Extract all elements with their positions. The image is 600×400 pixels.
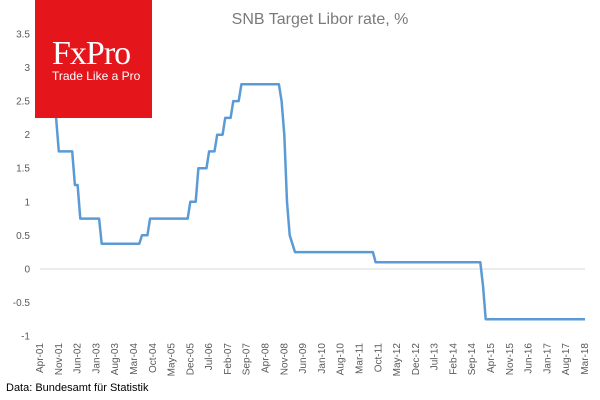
x-tick-label: Dec-12 [411, 343, 422, 376]
x-tick-label: Jul-06 [204, 343, 215, 371]
x-tick-label: Jun-09 [298, 343, 309, 374]
series-line [39, 50, 585, 321]
y-tick-label: -1 [21, 332, 30, 343]
x-tick-label: Feb-07 [223, 343, 234, 375]
y-tick-label: 1.5 [16, 164, 30, 175]
source-note: Data: Bundesamt für Statistik [6, 382, 149, 394]
y-tick-label: 0.5 [16, 231, 30, 242]
y-tick-label: 3.5 [16, 30, 30, 41]
x-tick-label: Jan-03 [91, 343, 102, 374]
x-tick-label: Oct-04 [148, 343, 159, 373]
x-tick-label: Sep-07 [242, 343, 253, 376]
x-tick-label: Apr-08 [261, 343, 272, 373]
logo-background [35, 0, 152, 118]
x-tick-label: Jul-13 [430, 343, 441, 371]
x-tick-label: Nov-01 [54, 343, 65, 376]
y-tick-label: 0 [24, 264, 30, 275]
x-tick-label: Nov-08 [279, 343, 290, 376]
x-tick-label: Aug-17 [561, 343, 572, 376]
x-tick-label: Aug-10 [336, 343, 347, 376]
x-tick-label: Oct-11 [373, 343, 384, 373]
x-tick-label: Mar-04 [129, 343, 140, 375]
logo-wordmark: FxPro [52, 35, 130, 72]
y-tick-label: 2.5 [16, 97, 30, 108]
x-tick-label: Dec-05 [185, 343, 196, 376]
y-tick-label: 2 [24, 130, 30, 141]
x-tick-label: May-12 [392, 343, 403, 377]
y-tick-label: 1 [24, 197, 30, 208]
y-tick-label: 3 [24, 63, 30, 74]
series-group [39, 50, 585, 321]
logo-tagline: Trade Like a Pro [52, 69, 141, 83]
x-tick-label: Nov-15 [505, 343, 516, 376]
x-axis: Apr-01 Nov-01 Jun-02 Jan-03 Aug-03 Mar-04 Oct-… [35, 343, 591, 377]
x-tick-label: Apr-01 [35, 343, 46, 373]
x-tick-label: Feb-14 [448, 343, 459, 375]
x-tick-label: Jan-17 [542, 343, 553, 374]
x-tick-label: Apr-15 [486, 343, 497, 373]
fxpro-logo: FxPro Trade Like a Pro [35, 0, 152, 118]
y-axis: -1 -0.5 0 0.5 1 1.5 2 2.5 3 3.5 [13, 30, 31, 343]
x-tick-label: Sep-14 [467, 343, 478, 376]
y-tick-label: -0.5 [13, 298, 31, 309]
x-tick-label: Aug-03 [110, 343, 121, 376]
x-tick-label: Jun-16 [524, 343, 535, 374]
x-tick-label: Mar-11 [354, 343, 365, 374]
chart-title: SNB Target Libor rate, % [232, 11, 409, 28]
x-tick-label: Mar-18 [580, 343, 591, 375]
x-tick-label: Jun-02 [73, 343, 84, 374]
x-tick-label: May-05 [167, 343, 178, 377]
x-tick-label: Jan-10 [317, 343, 328, 374]
